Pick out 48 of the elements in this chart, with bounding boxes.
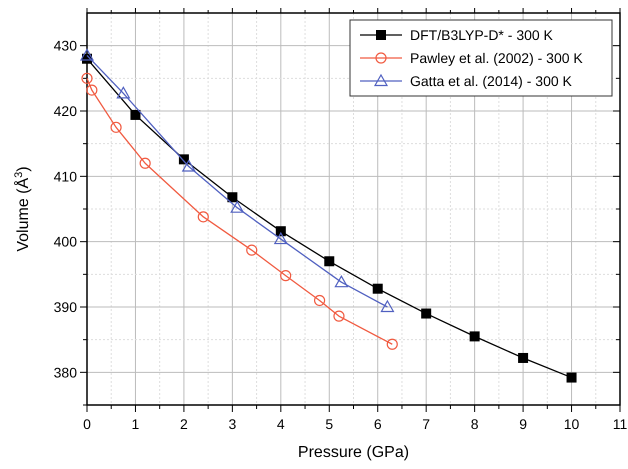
point xyxy=(380,300,394,312)
point xyxy=(276,226,286,236)
x-axis-title: Pressure (GPa) xyxy=(298,444,410,461)
legend-label: Pawley et al. (2002) - 300 K xyxy=(410,50,584,66)
x-tick-label: 3 xyxy=(228,416,236,432)
point xyxy=(314,294,326,306)
point xyxy=(130,110,140,120)
legend-label: DFT/B3LYP-D* - 300 K xyxy=(410,27,554,43)
point xyxy=(80,48,94,61)
y-tick-label: 400 xyxy=(54,234,78,250)
point xyxy=(86,84,98,96)
point xyxy=(280,270,292,282)
point xyxy=(182,160,196,172)
x-tick-label: 6 xyxy=(374,416,382,432)
point xyxy=(274,232,288,244)
point xyxy=(324,256,334,266)
point xyxy=(227,192,238,202)
x-tick-label: 5 xyxy=(325,416,334,432)
point xyxy=(386,338,398,350)
point xyxy=(518,352,528,363)
x-tick-label: 8 xyxy=(470,416,479,432)
point xyxy=(81,72,93,84)
x-tick-label: 0 xyxy=(83,416,92,432)
point xyxy=(140,158,151,169)
y-tick-label: 420 xyxy=(54,103,78,119)
x-tick-label: 9 xyxy=(519,416,528,432)
y-tick-label: 410 xyxy=(54,168,78,184)
x-tick-label: 1 xyxy=(132,416,140,432)
point xyxy=(421,308,432,319)
point xyxy=(246,244,258,256)
y-tick-label: 430 xyxy=(54,38,78,54)
point xyxy=(110,122,122,133)
point xyxy=(372,284,383,294)
point xyxy=(230,201,244,213)
x-tick-label: 11 xyxy=(612,416,628,432)
x-tick-label: 4 xyxy=(276,416,285,432)
legend-label: Gatta et al. (2014) - 300 K xyxy=(410,73,573,89)
x-tick-label: 7 xyxy=(422,416,430,432)
y-tick-label: 380 xyxy=(54,364,78,380)
point xyxy=(116,86,130,98)
x-tick-label: 2 xyxy=(180,416,188,432)
point xyxy=(333,310,345,322)
point xyxy=(198,211,209,222)
point xyxy=(470,331,480,342)
point xyxy=(566,372,577,383)
y-tick-label: 390 xyxy=(54,299,78,315)
x-tick-label: 10 xyxy=(564,416,580,432)
point xyxy=(334,276,348,288)
